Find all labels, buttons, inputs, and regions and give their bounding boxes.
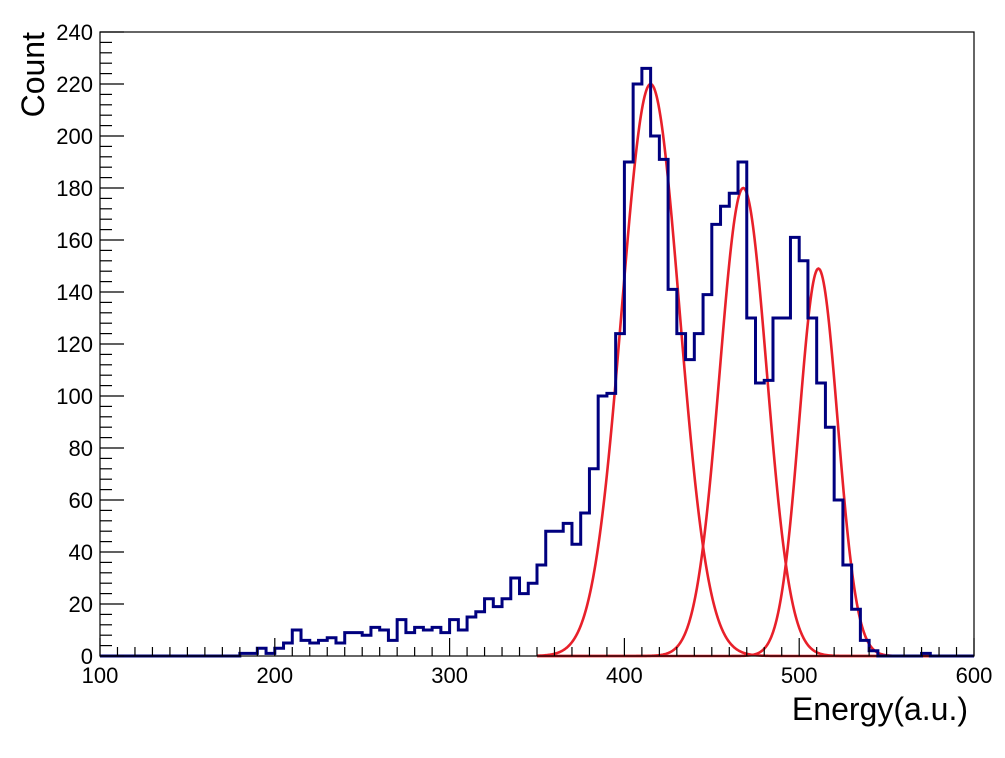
- histogram-series: [100, 66, 974, 658]
- y-tick-label: 200: [56, 124, 93, 149]
- x-tick-label: 300: [431, 663, 468, 688]
- y-tick-label: 20: [69, 592, 93, 617]
- y-tick-label: 160: [56, 228, 93, 253]
- y-tick-label: 120: [56, 332, 93, 357]
- x-tick-label: 200: [256, 663, 293, 688]
- y-tick-label: 60: [69, 488, 93, 513]
- x-tick-label: 500: [781, 663, 818, 688]
- x-tick-label: 600: [956, 663, 993, 688]
- y-tick-label: 0: [81, 644, 93, 669]
- x-axis: 100 200 300 400 500 600: [82, 638, 993, 688]
- y-tick-label: 100: [56, 384, 93, 409]
- y-axis: 0 20 40 60 80 100 120 140 160 180 200 220 240: [56, 20, 124, 669]
- histogram-line: [100, 66, 974, 658]
- y-tick-label: 80: [69, 436, 93, 461]
- gaussian-fit-2: [537, 186, 974, 658]
- y-tick-label: 240: [56, 20, 93, 45]
- y-tick-label: 140: [56, 280, 93, 305]
- y-tick-label: 220: [56, 72, 93, 97]
- x-axis-title: Energy(a.u.): [792, 691, 968, 727]
- y-axis-title: Count: [15, 32, 51, 118]
- y-tick-label: 40: [69, 540, 93, 565]
- y-tick-label: 180: [56, 176, 93, 201]
- x-tick-label: 400: [606, 663, 643, 688]
- x-tick-label: 100: [82, 663, 119, 688]
